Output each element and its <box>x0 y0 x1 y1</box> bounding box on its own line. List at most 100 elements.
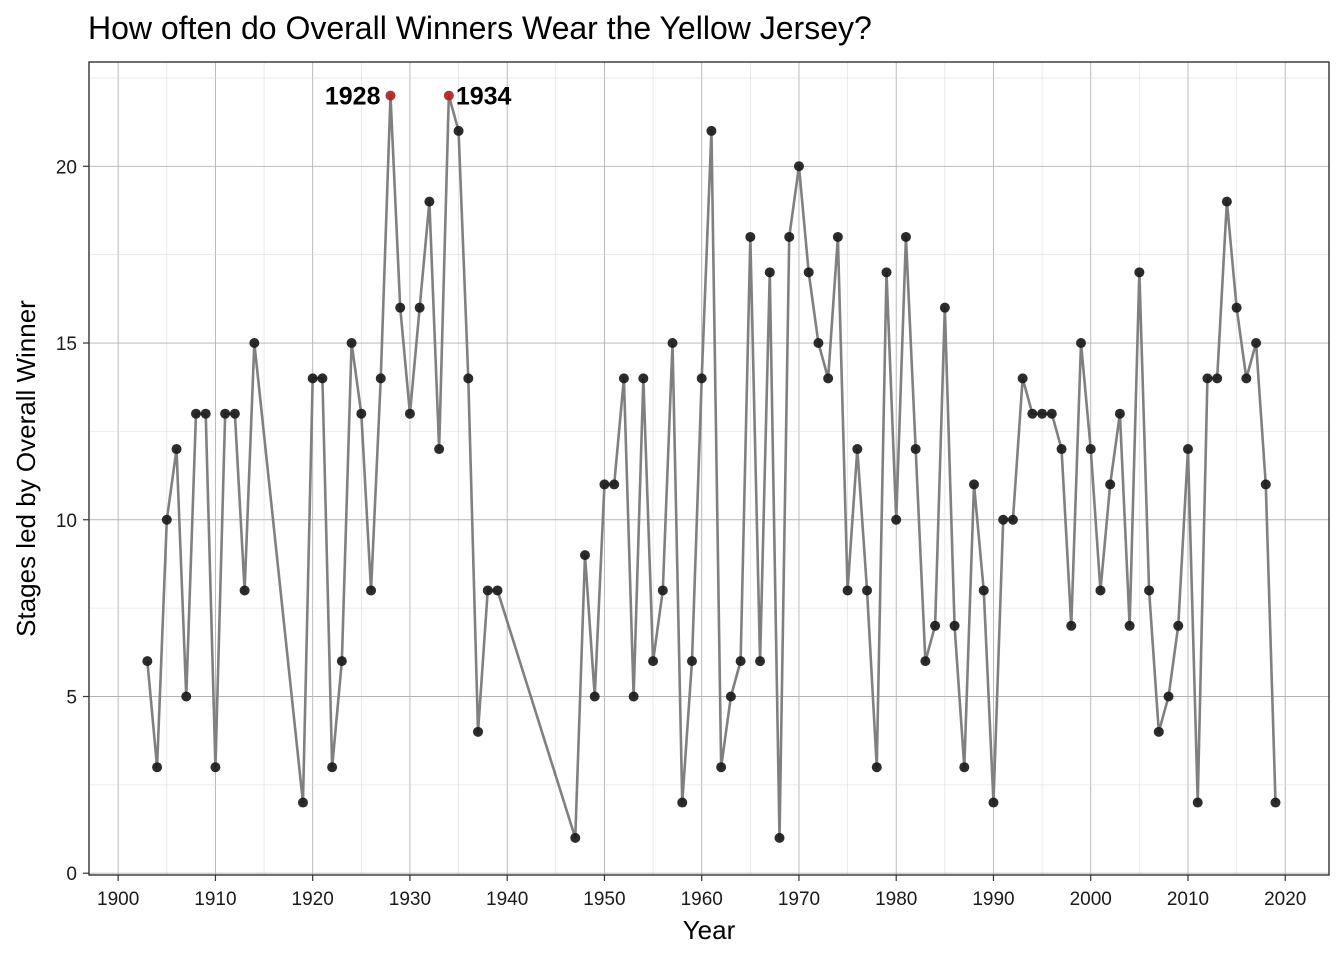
data-point <box>1046 408 1057 419</box>
data-point <box>414 302 425 313</box>
data-point <box>1037 408 1048 419</box>
data-point <box>1153 726 1164 737</box>
data-point <box>939 302 950 313</box>
series-polyline <box>146 94 1277 840</box>
data-point <box>686 656 697 667</box>
annotation-label: 1928 <box>325 83 381 111</box>
data-point <box>638 373 649 384</box>
data-point <box>161 514 172 525</box>
x-tick-label: 2020 <box>1264 889 1306 910</box>
data-point <box>677 797 688 808</box>
data-point <box>998 514 1009 525</box>
plot-panel-border <box>88 61 1330 876</box>
x-tick-label: 1950 <box>583 889 625 910</box>
y-tick-label: 10 <box>56 511 77 532</box>
data-point <box>589 691 600 702</box>
data-point <box>453 125 464 136</box>
data-point <box>910 444 921 455</box>
data-point <box>317 373 328 384</box>
data-point <box>978 585 989 596</box>
data-point <box>171 444 182 455</box>
data-point <box>1192 797 1203 808</box>
annotations: 1928 1934 <box>325 83 512 111</box>
data-point <box>181 691 192 702</box>
data-point <box>1066 620 1077 631</box>
y-tick-label: 5 <box>66 687 77 708</box>
data-point <box>210 762 221 773</box>
data-point <box>784 231 795 242</box>
data-point <box>832 231 843 242</box>
grid <box>89 62 1329 875</box>
data-point <box>424 196 435 207</box>
x-tick-label: 1920 <box>292 889 334 910</box>
data-point <box>356 408 367 419</box>
highlight-point <box>385 90 396 101</box>
data-point <box>336 656 347 667</box>
data-point <box>852 444 863 455</box>
data-point <box>492 585 503 596</box>
data-point <box>930 620 941 631</box>
data-point <box>881 267 892 278</box>
data-point <box>404 408 415 419</box>
data-point <box>1231 302 1242 313</box>
data-point <box>307 373 318 384</box>
y-axis-title: Stages led by Overall Winner <box>11 300 41 637</box>
chart-title: How often do Overall Winners Wear the Ye… <box>88 10 872 46</box>
data-point <box>1134 267 1145 278</box>
data-point <box>871 762 882 773</box>
data-point <box>473 726 484 737</box>
data-point <box>239 585 250 596</box>
x-tick-label: 1960 <box>681 889 723 910</box>
data-point <box>920 656 931 667</box>
y-tick-label: 20 <box>56 157 77 178</box>
highlight-point <box>443 90 454 101</box>
data-point <box>813 338 824 349</box>
data-point <box>152 762 163 773</box>
data-point <box>862 585 873 596</box>
data-point <box>1221 196 1232 207</box>
data-point <box>1241 373 1252 384</box>
data-point <box>648 656 659 667</box>
data-point <box>735 656 746 667</box>
x-axis-title: Year <box>683 915 736 945</box>
data-point <box>249 338 260 349</box>
data-point <box>1251 338 1262 349</box>
data-point <box>1144 585 1155 596</box>
x-tick-label: 2000 <box>1070 889 1112 910</box>
data-point <box>1182 444 1193 455</box>
data-point <box>1163 691 1174 702</box>
data-point <box>891 514 902 525</box>
data-point <box>1056 444 1067 455</box>
data-point <box>1105 479 1116 490</box>
y-tick-label: 15 <box>56 334 77 355</box>
data-point <box>1076 338 1086 349</box>
data-point <box>1202 373 1213 384</box>
data-point <box>570 832 581 843</box>
data-point <box>803 267 814 278</box>
series-line <box>146 94 1277 840</box>
data-point <box>618 373 629 384</box>
data-point <box>842 585 853 596</box>
data-point <box>969 479 980 490</box>
data-point <box>220 408 231 419</box>
x-tick-label: 1970 <box>778 889 820 910</box>
data-point <box>823 373 834 384</box>
data-point <box>142 656 153 667</box>
data-point <box>696 373 707 384</box>
data-point <box>1095 585 1106 596</box>
data-point <box>366 585 377 596</box>
x-tick-label: 1990 <box>972 889 1014 910</box>
data-point <box>1114 408 1125 419</box>
data-point <box>1260 479 1271 490</box>
data-point <box>628 691 639 702</box>
data-point <box>346 338 357 349</box>
data-point <box>482 585 493 596</box>
data-point <box>434 444 445 455</box>
x-tick-label: 1980 <box>875 889 917 910</box>
data-point <box>988 797 999 808</box>
data-point <box>793 161 804 172</box>
data-point <box>297 797 308 808</box>
data-point <box>229 408 240 419</box>
data-point <box>1212 373 1223 384</box>
data-point <box>774 832 785 843</box>
